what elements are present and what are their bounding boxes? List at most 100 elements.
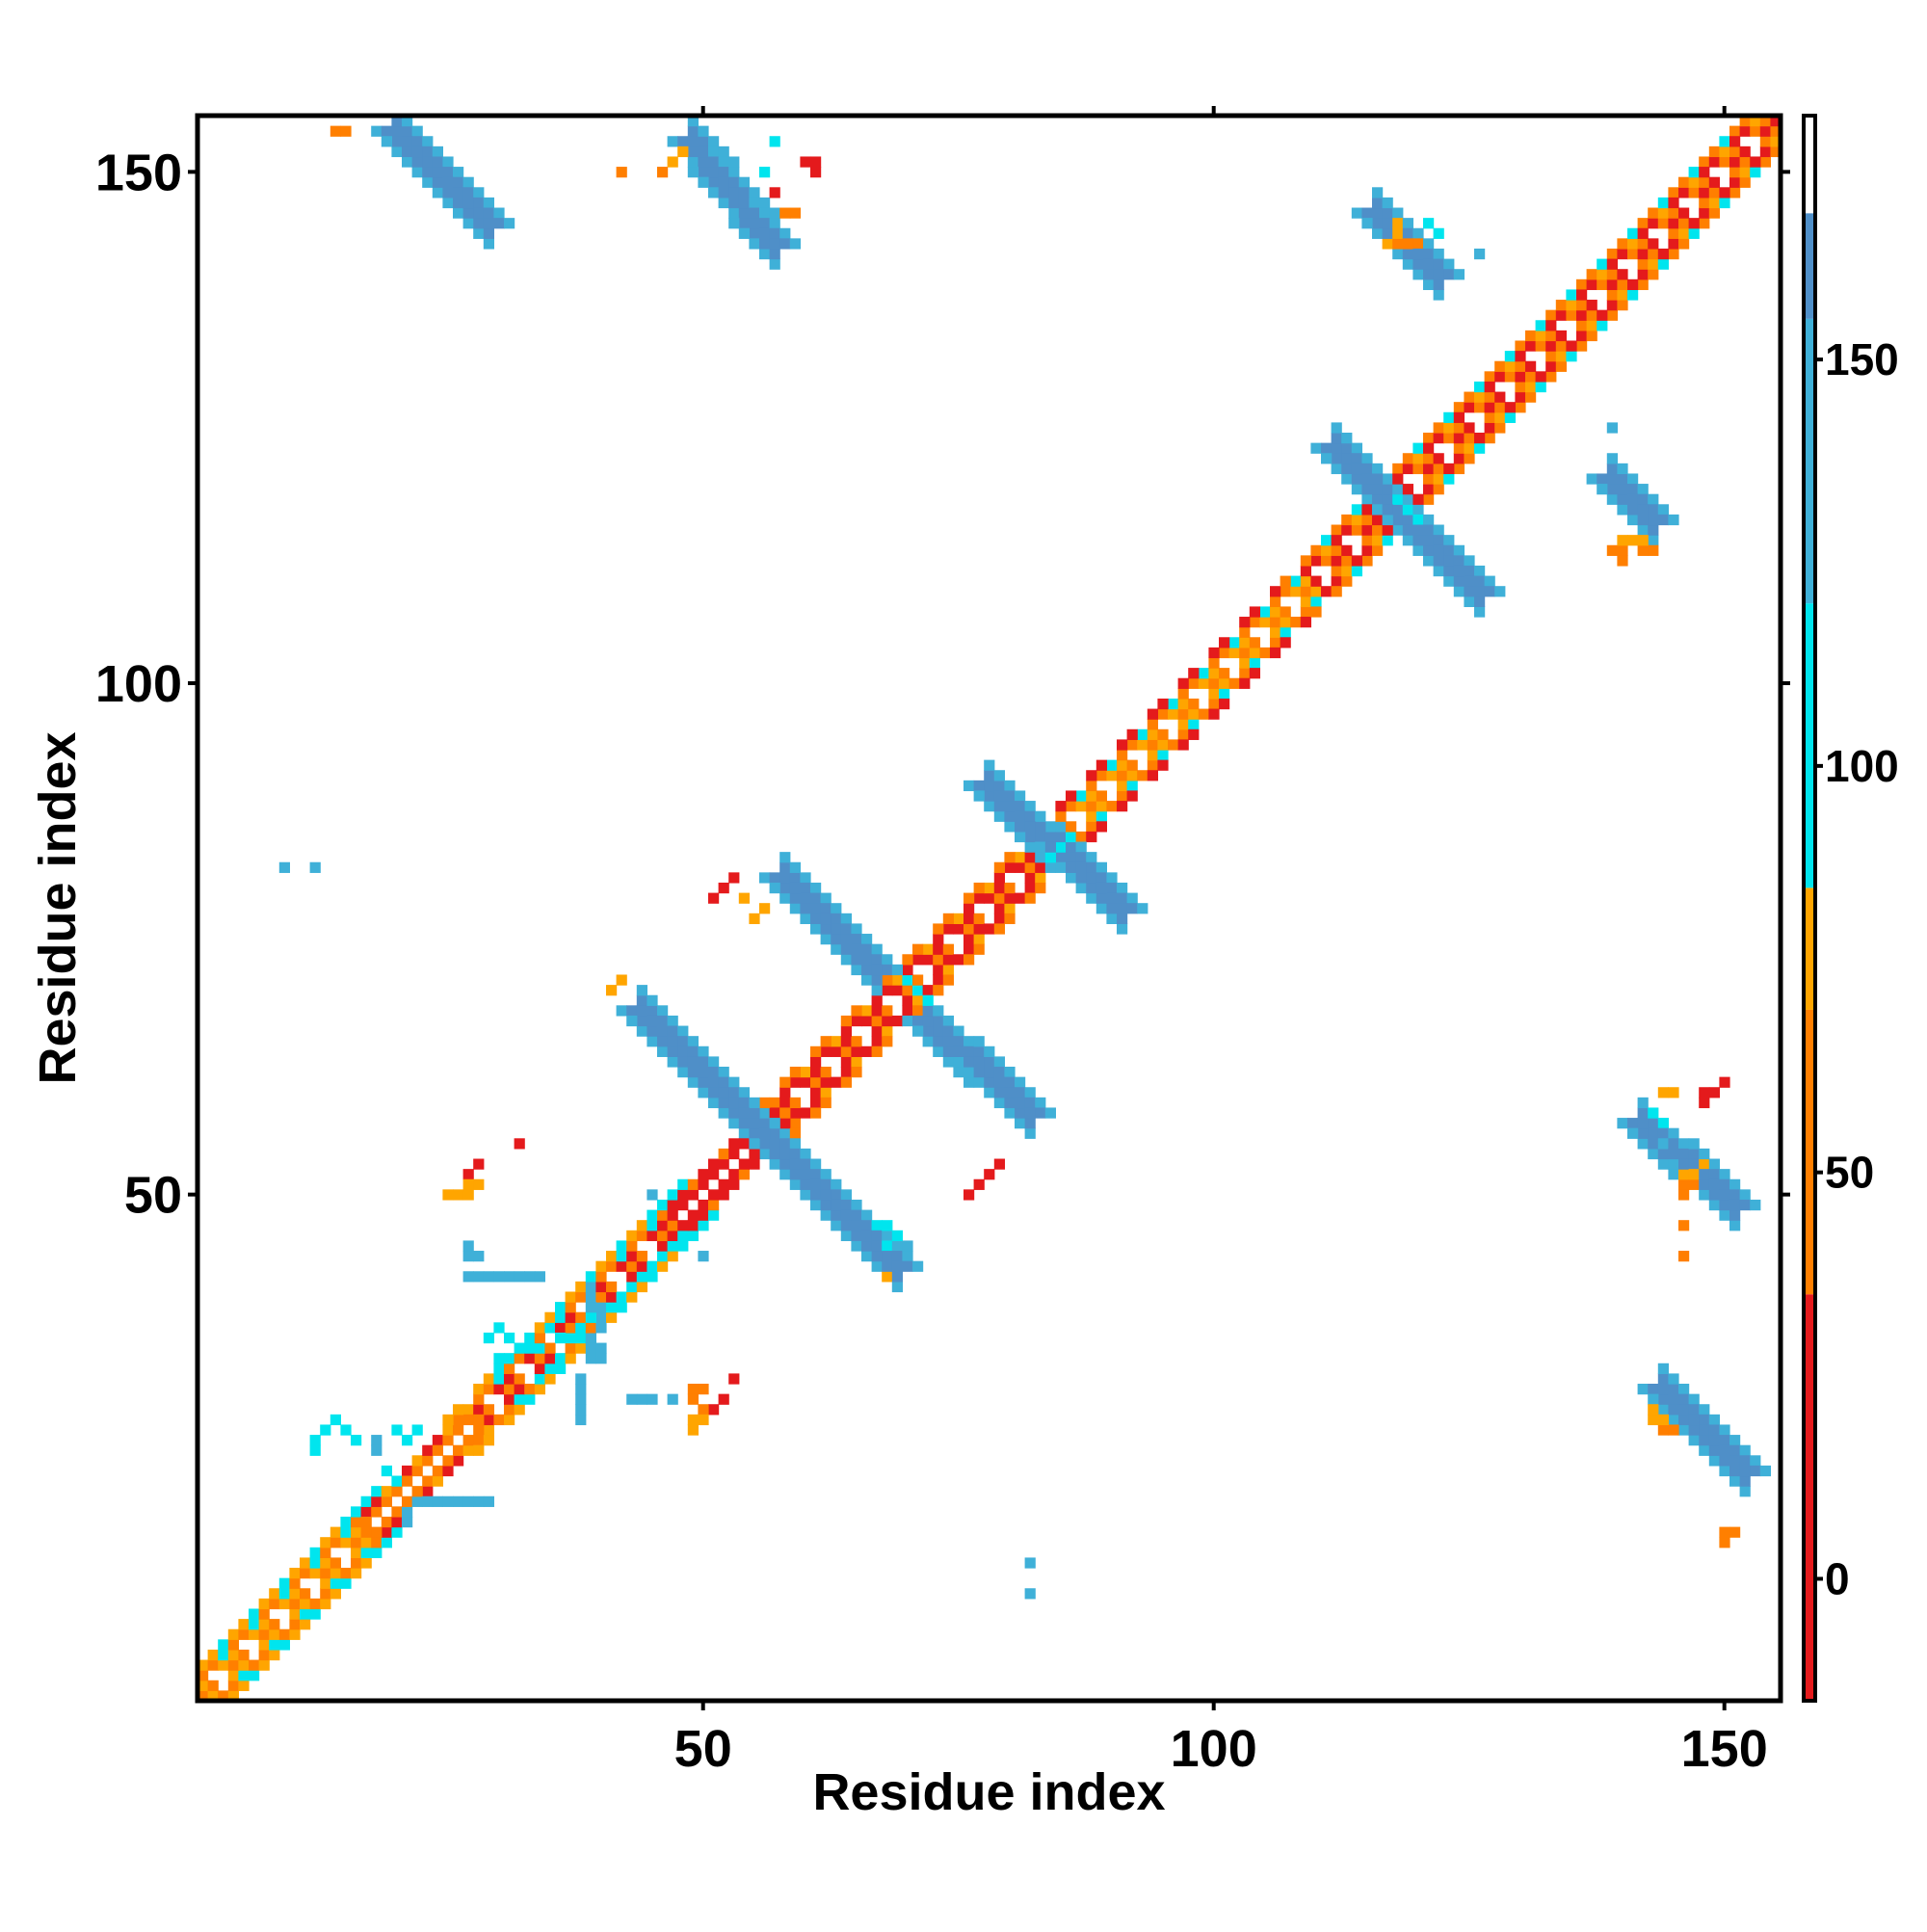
heatmap-cell — [616, 167, 627, 178]
heatmap-cell — [1657, 1138, 1669, 1150]
heatmap-cell — [1648, 218, 1659, 229]
heatmap-cell — [820, 1067, 832, 1078]
heatmap-cell — [1637, 1097, 1649, 1109]
heatmap-cell — [411, 146, 423, 158]
heatmap-cell — [1606, 484, 1618, 495]
heatmap-cell — [1126, 903, 1138, 914]
heatmap-cell — [882, 1005, 893, 1017]
heatmap-cell — [749, 913, 760, 925]
heatmap-cell — [1044, 841, 1056, 853]
heatmap-cell — [514, 1138, 525, 1150]
heatmap-cell — [1750, 116, 1761, 127]
heatmap-cell — [687, 1384, 699, 1395]
heatmap-cell — [820, 934, 832, 945]
heatmap-cell — [1668, 227, 1679, 239]
heatmap-cell — [1035, 852, 1046, 863]
heatmap-cell — [1423, 514, 1435, 526]
heatmap-cell — [964, 892, 975, 904]
heatmap-cell — [1739, 1199, 1751, 1211]
heatmap-cell — [759, 903, 771, 914]
heatmap-cell — [1300, 565, 1311, 577]
heatmap-cell — [1117, 790, 1128, 802]
heatmap-cell — [1015, 1107, 1026, 1119]
heatmap-cell — [1351, 514, 1362, 526]
heatmap-cell — [1423, 453, 1435, 464]
heatmap-cell — [1004, 892, 1016, 904]
heatmap-cell — [1066, 801, 1077, 812]
heatmap-cell — [289, 1608, 301, 1620]
heatmap-cell — [575, 1332, 587, 1344]
heatmap-cell — [749, 187, 760, 198]
heatmap-cell — [1412, 524, 1424, 536]
heatmap-cell — [1361, 207, 1373, 219]
heatmap-cell — [473, 1444, 485, 1456]
heatmap-cell — [718, 1178, 729, 1190]
heatmap-cell — [861, 1240, 873, 1252]
heatmap-cell — [1321, 544, 1333, 556]
heatmap-cell — [575, 1384, 587, 1395]
heatmap-cell — [933, 954, 944, 966]
heatmap-cell — [779, 1087, 791, 1098]
heatmap-cell — [647, 1015, 658, 1027]
heatmap-cell — [1208, 688, 1220, 700]
heatmap-cell — [1708, 1169, 1720, 1180]
heatmap-cell — [1015, 790, 1026, 802]
heatmap-cell — [993, 923, 1005, 935]
heatmap-cell — [453, 1455, 464, 1467]
heatmap-cell — [718, 197, 729, 209]
heatmap-cell — [330, 1588, 341, 1600]
heatmap-cell — [1739, 125, 1751, 137]
heatmap-cell — [1117, 903, 1128, 914]
heatmap-cell — [1719, 1537, 1730, 1548]
heatmap-cell — [1648, 504, 1659, 516]
heatmap-cell — [1361, 473, 1373, 485]
heatmap-cell — [1015, 861, 1026, 873]
heatmap-cell — [1168, 698, 1179, 710]
heatmap-cell — [1719, 146, 1730, 158]
heatmap-cell — [1157, 708, 1169, 720]
heatmap-cell — [871, 964, 883, 976]
heatmap-cell — [1024, 861, 1036, 873]
heatmap-cell — [534, 1332, 545, 1344]
heatmap-cell — [391, 1475, 403, 1487]
heatmap-cell — [1331, 433, 1342, 444]
heatmap-cell — [1331, 442, 1342, 454]
heatmap-cell — [269, 1649, 280, 1661]
heatmap-cell — [1086, 872, 1097, 884]
heatmap-cell — [1188, 719, 1200, 730]
heatmap-cell — [1106, 903, 1118, 914]
heatmap-cell — [1066, 831, 1077, 843]
heatmap-cell — [1617, 463, 1628, 475]
heatmap-cell — [1117, 759, 1128, 771]
heatmap-cell — [1719, 1455, 1730, 1467]
heatmap-cell — [1545, 360, 1557, 372]
heatmap-cell — [759, 1118, 771, 1129]
heatmap-cell — [483, 1373, 494, 1385]
heatmap-cell — [769, 882, 780, 894]
heatmap-cell — [1392, 207, 1404, 219]
heatmap-cell — [789, 1118, 801, 1129]
heatmap-cell — [1331, 535, 1342, 546]
heatmap-cell — [973, 934, 985, 945]
heatmap-cell — [534, 1322, 545, 1334]
heatmap-cell — [942, 1015, 954, 1027]
heatmap-cell — [493, 1353, 505, 1364]
heatmap-cell — [667, 156, 678, 168]
heatmap-cell — [320, 1537, 331, 1548]
heatmap-cell — [1402, 535, 1413, 546]
heatmap-cell — [984, 1076, 995, 1088]
heatmap-cell — [442, 1435, 454, 1446]
heatmap-cell — [1321, 535, 1333, 546]
colorbar-tick-label: 0 — [1825, 1553, 1850, 1603]
heatmap-cell — [483, 1424, 494, 1436]
heatmap-cell — [912, 943, 924, 955]
heatmap-cell — [585, 1342, 596, 1354]
heatmap-cell — [1617, 473, 1628, 485]
heatmap-cell — [1270, 647, 1281, 659]
heatmap-cell — [820, 892, 832, 904]
heatmap-cell — [278, 1639, 290, 1651]
heatmap-cell — [565, 1302, 576, 1313]
heatmap-cell — [1657, 1404, 1669, 1416]
heatmap-cell — [1137, 739, 1148, 751]
heatmap-cell — [1566, 351, 1577, 362]
